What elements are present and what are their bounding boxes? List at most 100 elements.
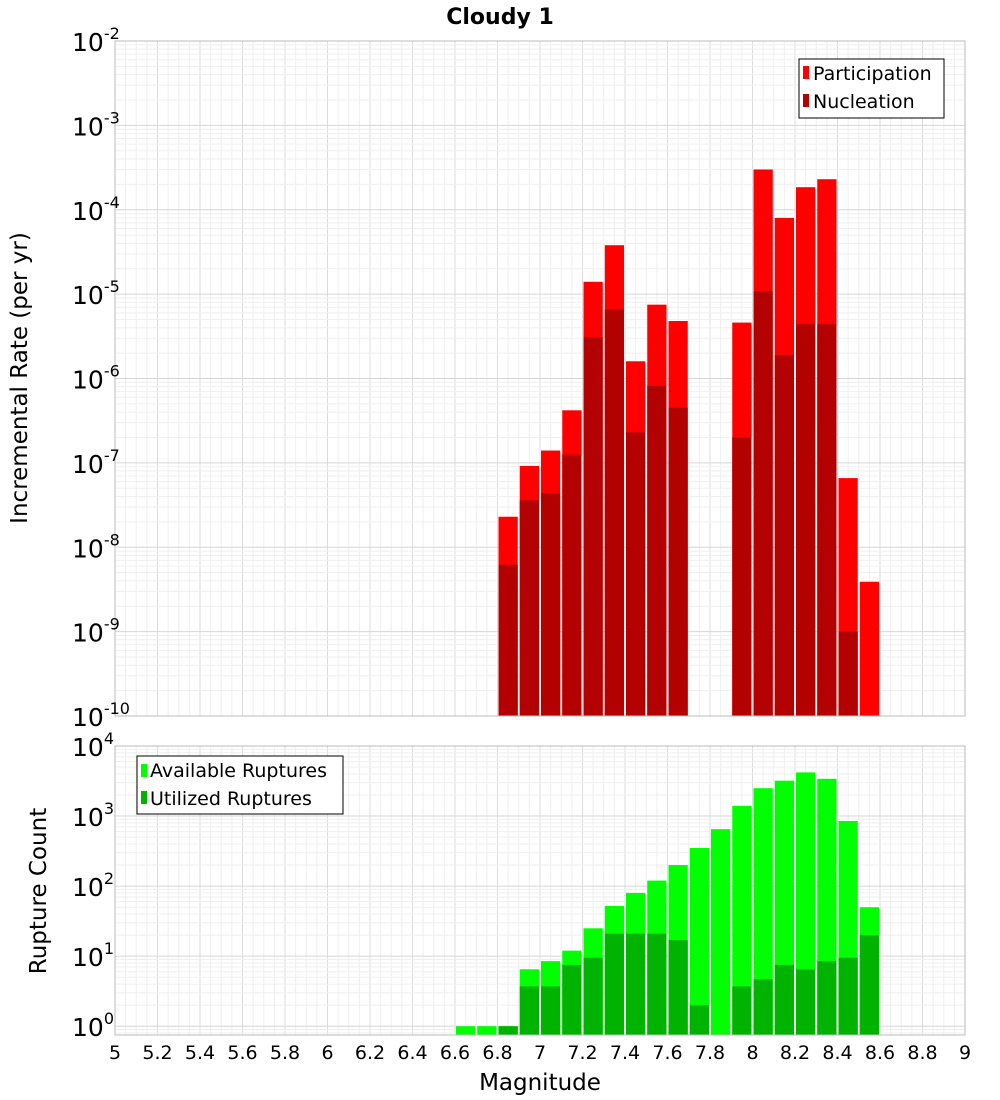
x-tick-label: 6.2 [355,1042,385,1064]
x-tick-label: 8.8 [907,1042,937,1064]
y-tick-label: 101 [72,939,114,972]
bottom-legend-box [136,755,344,815]
bottom-panel: 104 103 102 101 100 5 5.2 5.4 5.6 5.8 6 6.2 6.4 6.6 6… [26,729,971,1096]
bar-utilized-ruptures [689,1005,709,1035]
bar-available-ruptures [477,1026,497,1035]
bar-utilized-ruptures [626,933,646,1035]
bar-available-ruptures [732,805,752,1035]
top-gridlines [114,40,966,717]
x-tick-label: 5.2 [142,1042,172,1064]
bar-nucleation [774,354,794,716]
y-tick-label: 10-3 [72,108,120,141]
bar-nucleation [604,309,624,716]
x-tick-labels: 5 5.2 5.4 5.6 5.8 6 6.2 6.4 6.6 6.8 7 7.2 7.4 7.6 7.8 8… [109,1042,971,1064]
bar-nucleation [817,324,837,716]
bar-available-ruptures [753,788,773,1035]
chart-title: Cloudy 1 [446,5,554,30]
legend-label-nucleation: Nucleation [813,91,915,113]
x-tick-label: 7 [534,1042,546,1064]
y-tick-label: 100 [72,1009,114,1042]
top-plot-border [114,40,966,717]
legend-label-available: Available Ruptures [150,760,327,782]
bar-utilized-ruptures [519,986,539,1035]
bar-nucleation [668,407,688,716]
y-tick-label: 104 [72,729,114,762]
bar-nucleation [519,500,539,716]
bar-available-ruptures [689,848,709,1035]
bar-nucleation [753,291,773,716]
x-tick-label: 7.6 [652,1042,682,1064]
bar-utilized-ruptures [583,957,603,1035]
x-tick-label: 5 [109,1042,121,1064]
bar-utilized-ruptures [604,933,624,1035]
bar-nucleation [583,337,603,716]
bottom-y-axis-label: Rupture Count [26,808,52,974]
bar-available-ruptures [711,829,731,1035]
top-y-axis-label: Incremental Rate (per yr) [7,232,33,524]
top-legend-box [798,58,945,119]
bar-nucleation [498,564,518,716]
x-tick-label: 9 [959,1042,971,1064]
y-tick-label: 103 [72,799,114,832]
bar-available-ruptures [456,1026,476,1035]
bottom-bars [456,772,879,1035]
legend-swatch-nucleation [803,94,809,107]
legend-swatch-available [141,764,147,777]
y-tick-label: 10-8 [72,530,120,563]
bar-nucleation [541,492,561,716]
bar-nucleation [562,454,582,716]
x-tick-label: 7.2 [567,1042,597,1064]
y-tick-label: 10-9 [72,615,120,648]
bar-utilized-ruptures [732,986,752,1035]
x-tick-label: 5.4 [185,1042,215,1064]
legend-swatch-utilized [141,791,147,804]
bar-utilized-ruptures [753,979,773,1035]
top-bars [498,169,879,717]
bar-utilized-ruptures [774,964,794,1035]
top-y-tick-labels: 10-2 10-3 10-4 10-5 10-6 10-7 10-8 10-9 10-10 [72,24,130,732]
bar-nucleation [626,432,646,716]
legend-label-participation: Participation [813,63,932,85]
x-tick-label: 7.4 [610,1042,640,1064]
x-tick-label: 6.4 [397,1042,427,1064]
bar-nucleation [796,324,816,716]
x-tick-label: 6.6 [440,1042,470,1064]
x-tick-label: 5.8 [270,1042,300,1064]
x-tick-label: 8.4 [822,1042,852,1064]
bottom-y-tick-labels: 104 103 102 101 100 [72,729,114,1042]
x-tick-label: 5.6 [227,1042,257,1064]
y-tick-label: 10-6 [72,362,120,395]
bottom-legend: Available Ruptures Utilized Ruptures [136,755,344,815]
bar-utilized-ruptures [817,961,837,1035]
x-tick-label: 7.8 [695,1042,725,1064]
bar-utilized-ruptures [498,1026,518,1035]
bar-nucleation [838,631,858,716]
bar-utilized-ruptures [838,957,858,1035]
x-tick-label: 6 [321,1042,333,1064]
bar-utilized-ruptures [859,935,879,1035]
bar-utilized-ruptures [668,940,688,1035]
x-axis-label: Magnitude [479,1070,601,1096]
top-panel: 10-2 10-3 10-4 10-5 10-6 10-7 10-8 10-9 10-10 In… [7,24,966,732]
legend-swatch-participation [803,66,809,79]
bar-participation [859,581,879,716]
y-tick-label: 10-10 [72,699,130,732]
y-tick-label: 102 [72,869,114,902]
bar-utilized-ruptures [796,969,816,1035]
bar-nucleation [647,385,667,716]
x-tick-label: 8 [746,1042,758,1064]
x-tick-label: 6.8 [482,1042,512,1064]
y-tick-label: 10-7 [72,446,120,479]
bar-utilized-ruptures [647,933,667,1035]
bar-utilized-ruptures [562,964,582,1035]
legend-label-utilized: Utilized Ruptures [150,788,312,810]
x-tick-label: 8.2 [780,1042,810,1064]
y-tick-label: 10-5 [72,277,120,310]
bar-utilized-ruptures [541,986,561,1035]
y-tick-label: 10-4 [72,193,120,226]
bottom-plot-border [114,745,966,1036]
bottom-gridlines [114,745,966,1035]
top-legend: Participation Nucleation [798,58,945,119]
bar-nucleation [732,437,752,716]
